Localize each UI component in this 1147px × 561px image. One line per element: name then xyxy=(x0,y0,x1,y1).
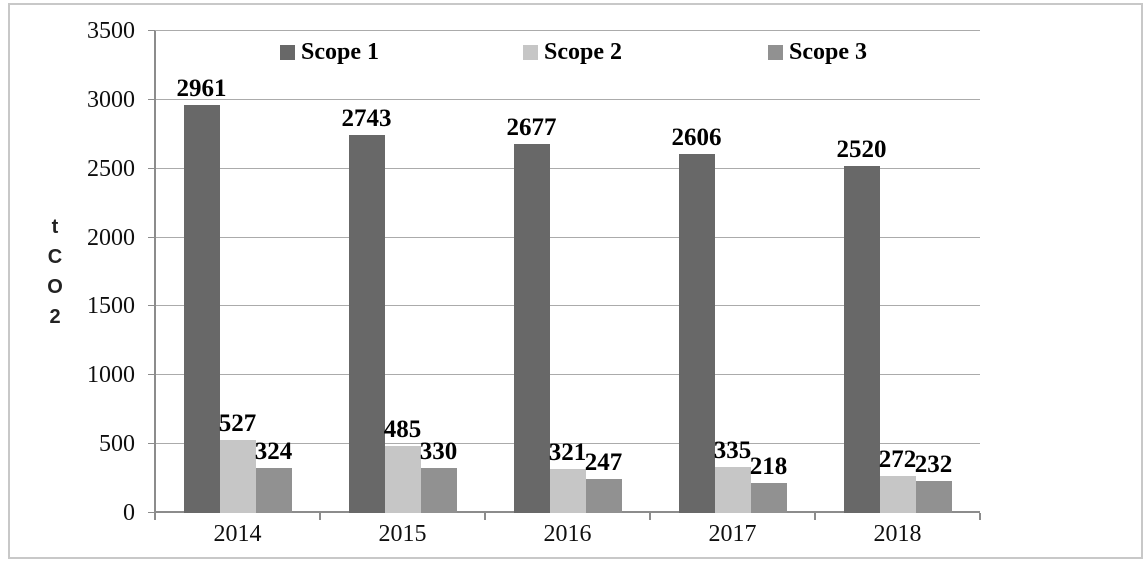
bar-scope-1-2017 xyxy=(678,154,715,513)
legend-swatch-scope-3 xyxy=(768,44,783,60)
x-axis-tick xyxy=(649,513,651,520)
bar-scope-3-2015 xyxy=(420,467,457,513)
y-axis-tick xyxy=(148,167,155,169)
x-category-label-2016: 2016 xyxy=(543,521,592,547)
y-axis-tick xyxy=(148,305,155,307)
bar-scope-2-2016 xyxy=(549,468,586,513)
value-label-scope-3-2014: 324 xyxy=(254,438,293,466)
legend-item-scope-2: Scope 2 xyxy=(523,39,622,65)
y-tick-label: 2000 xyxy=(87,224,135,251)
value-label-scope-3-2015: 330 xyxy=(419,437,458,465)
y-tick-label: 3500 xyxy=(87,18,135,44)
bar-scope-1-2014 xyxy=(183,105,220,513)
gridline-2500 xyxy=(155,167,980,169)
y-axis-tick xyxy=(148,374,155,376)
value-label-scope-2-2015: 485 xyxy=(383,416,422,444)
gridline-3000 xyxy=(155,98,980,100)
x-category-label-2017: 2017 xyxy=(708,521,757,547)
bar-scope-1-2015 xyxy=(348,135,385,513)
y-axis-tick xyxy=(148,443,155,445)
y-tick-label: 1000 xyxy=(87,362,135,389)
legend-item-scope-1: Scope 1 xyxy=(280,39,379,65)
gridline-1500 xyxy=(155,305,980,307)
value-label-scope-1-2014: 2961 xyxy=(176,75,227,103)
bar-scope-3-2016 xyxy=(585,478,622,513)
bar-scope-2-2014 xyxy=(219,440,256,513)
gridline-3500 xyxy=(155,30,980,31)
value-label-scope-3-2017: 218 xyxy=(749,452,788,480)
value-label-scope-2-2014: 527 xyxy=(218,410,257,438)
y-tick-label: 1500 xyxy=(87,293,135,320)
legend-label-scope-3: Scope 3 xyxy=(789,39,867,65)
legend-item-scope-3: Scope 3 xyxy=(768,39,867,65)
y-tick-label: 3000 xyxy=(87,86,135,113)
value-label-scope-2-2018: 272 xyxy=(878,445,917,473)
x-category-label-2015: 2015 xyxy=(378,521,427,547)
x-axis-tick xyxy=(484,513,486,520)
y-tick-label: 500 xyxy=(99,431,135,458)
value-label-scope-1-2017: 2606 xyxy=(671,124,722,152)
bar-scope-3-2014 xyxy=(255,468,292,513)
x-category-label-2014: 2014 xyxy=(213,521,262,547)
x-axis-tick xyxy=(979,513,981,520)
value-label-scope-2-2017: 335 xyxy=(713,436,752,464)
x-axis-tick xyxy=(319,513,321,520)
legend-label-scope-1: Scope 1 xyxy=(301,39,379,65)
bar-scope-2-2015 xyxy=(384,446,421,513)
bar-scope-3-2018 xyxy=(915,481,952,513)
bar-scope-3-2017 xyxy=(750,482,787,513)
y-axis-title: t C O 2 xyxy=(47,216,63,328)
gridline-500 xyxy=(155,443,980,445)
bar-scope-2-2017 xyxy=(714,466,751,513)
gridline-1000 xyxy=(155,374,980,376)
y-axis-tick xyxy=(148,512,155,513)
gridline-2000 xyxy=(155,236,980,238)
bar-scope-1-2016 xyxy=(513,144,550,513)
value-label-scope-1-2015: 2743 xyxy=(341,105,392,133)
value-label-scope-3-2018: 232 xyxy=(914,451,953,479)
bar-scope-1-2018 xyxy=(843,165,880,513)
y-axis-tick xyxy=(148,236,155,238)
y-axis-tick xyxy=(148,98,155,100)
legend-swatch-scope-1 xyxy=(280,44,295,60)
value-label-scope-1-2018: 2520 xyxy=(836,135,887,163)
x-axis-tick xyxy=(814,513,816,520)
x-category-label-2018: 2018 xyxy=(873,521,922,547)
legend-swatch-scope-2 xyxy=(523,44,538,60)
value-label-scope-3-2016: 247 xyxy=(584,448,623,476)
bar-scope-2-2018 xyxy=(879,475,916,513)
value-label-scope-1-2016: 2677 xyxy=(506,114,557,142)
legend-label-scope-2: Scope 2 xyxy=(544,39,622,65)
y-tick-label: 2500 xyxy=(87,155,135,182)
value-label-scope-2-2016: 321 xyxy=(548,438,587,466)
y-tick-label: 0 xyxy=(123,500,135,526)
y-axis-tick xyxy=(148,30,155,31)
y-axis-line xyxy=(154,31,156,520)
